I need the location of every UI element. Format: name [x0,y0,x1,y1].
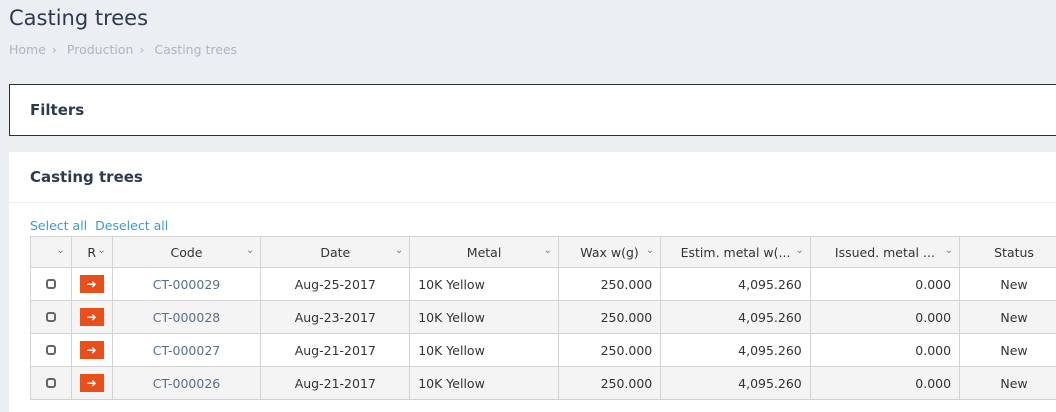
breadcrumb-separator: › [52,42,57,57]
wax-cell: 250.000 [558,367,660,400]
breadcrumb-current: Casting trees [154,42,237,57]
date-cell: Aug-23-2017 [261,301,410,334]
code-cell[interactable]: CT-000026 [112,367,261,400]
arrow-right-icon[interactable]: ➜ [80,275,104,293]
row-open-cell: ➜ [71,301,112,334]
card-title: Casting trees [30,168,143,186]
casting-trees-table: ⌄R⌄Code⌄Date⌄Metal⌄Wax w(g)⌄Estim. metal… [30,236,1056,400]
date-cell: Aug-21-2017 [261,367,410,400]
select-all-link[interactable]: Select all [30,218,87,233]
chevron-down-icon[interactable]: ⌄ [646,245,654,256]
arrow-right-icon[interactable]: ➜ [80,374,104,392]
metal-cell: 10K Yellow [410,268,559,301]
estim-metal-cell: 4,095.260 [661,334,811,367]
estim-metal-cell: 4,095.260 [661,367,811,400]
chevron-down-icon[interactable]: ⌄ [795,245,803,256]
status-cell: New [960,367,1056,400]
issued-metal-cell: 0.000 [810,367,959,400]
chevron-down-icon[interactable]: ⌄ [945,245,953,256]
deselect-all-link[interactable]: Deselect all [95,218,168,233]
date-cell: Aug-21-2017 [261,334,410,367]
breadcrumb-home[interactable]: Home [9,42,46,57]
filters-title[interactable]: Filters [30,101,84,119]
breadcrumb-separator: › [139,42,144,57]
code-cell[interactable]: CT-000027 [112,334,261,367]
column-header[interactable]: Date⌄ [261,237,410,268]
column-header-label: Issued. metal ... [819,245,951,260]
chevron-down-icon[interactable]: ⌄ [246,245,254,256]
column-header-label: Estim. metal w(... [669,245,802,260]
row-open-cell: ➜ [71,367,112,400]
row-checkbox-cell [31,301,72,334]
column-header-label: Date [269,245,401,260]
wax-cell: 250.000 [558,268,660,301]
column-header[interactable]: R⌄ [71,237,112,268]
column-header-label: Code [121,245,253,260]
status-cell: New [960,268,1056,301]
row-open-cell: ➜ [71,334,112,367]
code-cell[interactable]: CT-000029 [112,268,261,301]
metal-cell: 10K Yellow [410,367,559,400]
row-checkbox[interactable] [46,279,56,289]
row-checkbox[interactable] [46,345,56,355]
row-checkbox-cell [31,268,72,301]
metal-cell: 10K Yellow [410,301,559,334]
column-header[interactable]: Code⌄ [112,237,261,268]
column-header[interactable]: ⌄ [31,237,72,268]
column-header[interactable]: Estim. metal w(...⌄ [661,237,811,268]
column-header-label: Wax w(g) [567,245,652,260]
status-cell: New [960,334,1056,367]
chevron-down-icon[interactable]: ⌄ [395,245,403,256]
page-title: Casting trees [9,6,148,30]
arrow-right-icon[interactable]: ➜ [80,341,104,359]
row-checkbox-cell [31,334,72,367]
table-row[interactable]: ➜ CT-000027 Aug-21-2017 10K Yellow 250.0… [31,334,1056,367]
code-cell[interactable]: CT-000028 [112,301,261,334]
breadcrumb: Home › Production › Casting trees [9,42,243,57]
row-checkbox-cell [31,367,72,400]
column-header[interactable]: Metal⌄ [410,237,559,268]
estim-metal-cell: 4,095.260 [661,268,811,301]
arrow-right-icon[interactable]: ➜ [80,308,104,326]
issued-metal-cell: 0.000 [810,334,959,367]
wax-cell: 250.000 [558,301,660,334]
table-row[interactable]: ➜ CT-000028 Aug-23-2017 10K Yellow 250.0… [31,301,1056,334]
row-open-cell: ➜ [71,268,112,301]
table-row[interactable]: ➜ CT-000029 Aug-25-2017 10K Yellow 250.0… [31,268,1056,301]
chevron-down-icon[interactable]: ⌄ [56,245,64,256]
column-header[interactable]: Status⌄ [960,237,1056,268]
column-header[interactable]: Wax w(g)⌄ [558,237,660,268]
row-checkbox[interactable] [46,312,56,322]
wax-cell: 250.000 [558,334,660,367]
issued-metal-cell: 0.000 [810,268,959,301]
status-cell: New [960,301,1056,334]
date-cell: Aug-25-2017 [261,268,410,301]
breadcrumb-production[interactable]: Production [67,42,134,57]
estim-metal-cell: 4,095.260 [661,301,811,334]
issued-metal-cell: 0.000 [810,301,959,334]
metal-cell: 10K Yellow [410,334,559,367]
chevron-down-icon[interactable]: ⌄ [543,245,551,256]
column-header-label: Metal [418,245,550,260]
row-checkbox[interactable] [46,378,56,388]
table-row[interactable]: ➜ CT-000026 Aug-21-2017 10K Yellow 250.0… [31,367,1056,400]
column-header[interactable]: Issued. metal ...⌄ [810,237,959,268]
divider [9,202,1056,203]
filters-panel[interactable]: Filters [9,84,1056,136]
chevron-down-icon[interactable]: ⌄ [97,245,105,256]
column-header-label: Status [968,245,1056,260]
